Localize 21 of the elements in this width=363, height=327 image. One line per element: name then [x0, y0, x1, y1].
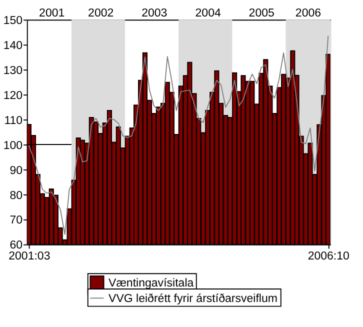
- y-tick-label: 140: [3, 40, 23, 52]
- y-tick-label: 90: [10, 164, 23, 177]
- x2-tick-label: 2003: [142, 7, 168, 20]
- x2-tick-label: 2006: [295, 7, 322, 20]
- y-tick-label: 150: [3, 14, 23, 27]
- y-tick-label: 70: [10, 214, 23, 227]
- y-tick-label: 60: [10, 240, 23, 252]
- y-tick-label: 110: [4, 114, 23, 127]
- y-tick-label: 130: [3, 64, 23, 77]
- x-tick-label: 2006:10: [308, 250, 350, 262]
- x2-tick-label: 2001: [39, 7, 65, 20]
- y-tick-label: 80: [10, 190, 23, 202]
- y-tick-label: 120: [3, 90, 23, 102]
- line-series: [28, 35, 329, 235]
- legend-label: Væntingavísitala: [108, 278, 194, 290]
- x2-tick-label: 2004: [195, 7, 222, 20]
- y-tick-label: 100: [3, 140, 23, 152]
- x2-tick-label: 2005: [248, 7, 274, 20]
- legend-label: VVG leiðrétt fyrir árstíðarsveiflum: [108, 292, 278, 305]
- x-tick-label: 2001:03: [8, 250, 50, 262]
- x2-tick-label: 2002: [88, 7, 114, 20]
